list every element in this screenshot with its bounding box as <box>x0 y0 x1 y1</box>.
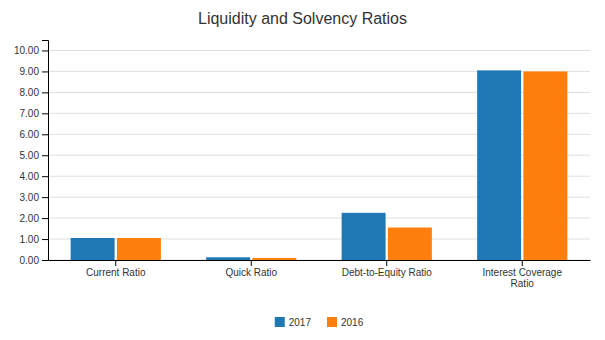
y-tick: 9.00 <box>20 66 48 77</box>
y-tick: 6.00 <box>20 129 48 140</box>
y-tick-label: 2.00 <box>20 213 40 224</box>
legend-label: 2016 <box>341 317 364 328</box>
x-tick-label-line: Interest Coverage <box>483 267 563 278</box>
x-tick-label: Interest CoverageRatio <box>483 267 563 289</box>
y-tick-mark <box>42 197 48 198</box>
y-tick: 5.00 <box>20 150 48 161</box>
legend-swatch <box>327 317 337 327</box>
y-tick-mark <box>42 50 48 51</box>
x-axis-line <box>49 260 591 261</box>
y-tick-label: 8.00 <box>20 87 40 98</box>
y-axis: 0.00 1.00 2.00 3.00 4.00 5.00 6.00 7.00 8.00 9.00… <box>14 41 49 266</box>
y-tick: 3.00 <box>20 192 48 203</box>
y-tick: 1.00 <box>20 234 48 245</box>
y-axis-line <box>42 41 49 261</box>
x-tick-mark <box>386 260 387 266</box>
y-tick-mark <box>42 176 48 177</box>
x-tick-label-line: Quick Ratio <box>225 267 277 278</box>
y-tick: 0.00 <box>20 255 48 266</box>
legend-item: 2016 <box>327 317 364 328</box>
bar <box>117 238 161 260</box>
bar-series <box>71 70 521 260</box>
y-tick: 10.00 <box>14 45 48 56</box>
x-tick-label: Current Ratio <box>86 267 146 278</box>
y-tick-label: 6.00 <box>20 129 40 140</box>
y-tick: 7.00 <box>20 108 48 119</box>
bar <box>206 257 250 260</box>
x-tick-label: Debt-to-Equity Ratio <box>342 267 432 278</box>
chart: Liquidity and Solvency Ratios 0.00 1.00 2.0… <box>0 0 605 340</box>
y-tick-label: 10.00 <box>14 45 39 56</box>
bar-series <box>117 71 567 260</box>
x-tick-label: Quick Ratio <box>225 267 277 278</box>
y-tick-mark <box>42 113 48 114</box>
y-tick-mark <box>42 155 48 156</box>
legend-swatch <box>275 317 285 327</box>
x-tick: Interest CoverageRatio <box>483 260 563 289</box>
y-tick-mark <box>42 134 48 135</box>
y-tick-label: 1.00 <box>20 234 40 245</box>
y-tick: 4.00 <box>20 171 48 182</box>
y-tick-label: 9.00 <box>20 66 40 77</box>
plot: 0.00 1.00 2.00 3.00 4.00 5.00 6.00 7.00 8.00 9.00… <box>14 41 591 290</box>
x-tick: Debt-to-Equity Ratio <box>342 260 432 278</box>
legend-item: 2017 <box>275 317 312 328</box>
y-tick-mark <box>42 92 48 93</box>
y-tick-mark <box>42 260 48 261</box>
y-tick-label: 0.00 <box>20 255 40 266</box>
bar <box>342 213 386 260</box>
x-tick-mark <box>251 260 252 266</box>
y-tick: 8.00 <box>20 87 48 98</box>
grid <box>48 50 590 260</box>
x-tick: Quick Ratio <box>225 260 277 278</box>
bar <box>477 70 521 260</box>
legend: 2017 2016 <box>275 317 364 328</box>
y-tick-mark <box>42 71 48 72</box>
x-tick-mark <box>115 260 116 266</box>
y-tick-mark <box>42 218 48 219</box>
x-tick-label-line: Debt-to-Equity Ratio <box>342 267 432 278</box>
x-tick-mark <box>522 260 523 266</box>
y-tick-mark <box>42 239 48 240</box>
y-tick-label: 7.00 <box>20 108 40 119</box>
y-tick-label: 4.00 <box>20 171 40 182</box>
x-tick-label-line: Ratio <box>511 278 535 289</box>
x-tick-label-line: Current Ratio <box>86 267 146 278</box>
bar <box>252 258 296 260</box>
bars <box>71 70 568 260</box>
y-tick-label: 5.00 <box>20 150 40 161</box>
bar <box>388 228 432 260</box>
title: Liquidity and Solvency Ratios <box>198 10 407 27</box>
grid-line <box>48 50 590 51</box>
x-tick: Current Ratio <box>86 260 146 278</box>
legend-label: 2017 <box>289 317 312 328</box>
y-tick-label: 3.00 <box>20 192 40 203</box>
bar <box>71 238 115 260</box>
x-axis: Current Ratio Quick Ratio Debt-to-Equity R… <box>49 260 591 289</box>
y-tick: 2.00 <box>20 213 48 224</box>
bar <box>523 71 567 260</box>
